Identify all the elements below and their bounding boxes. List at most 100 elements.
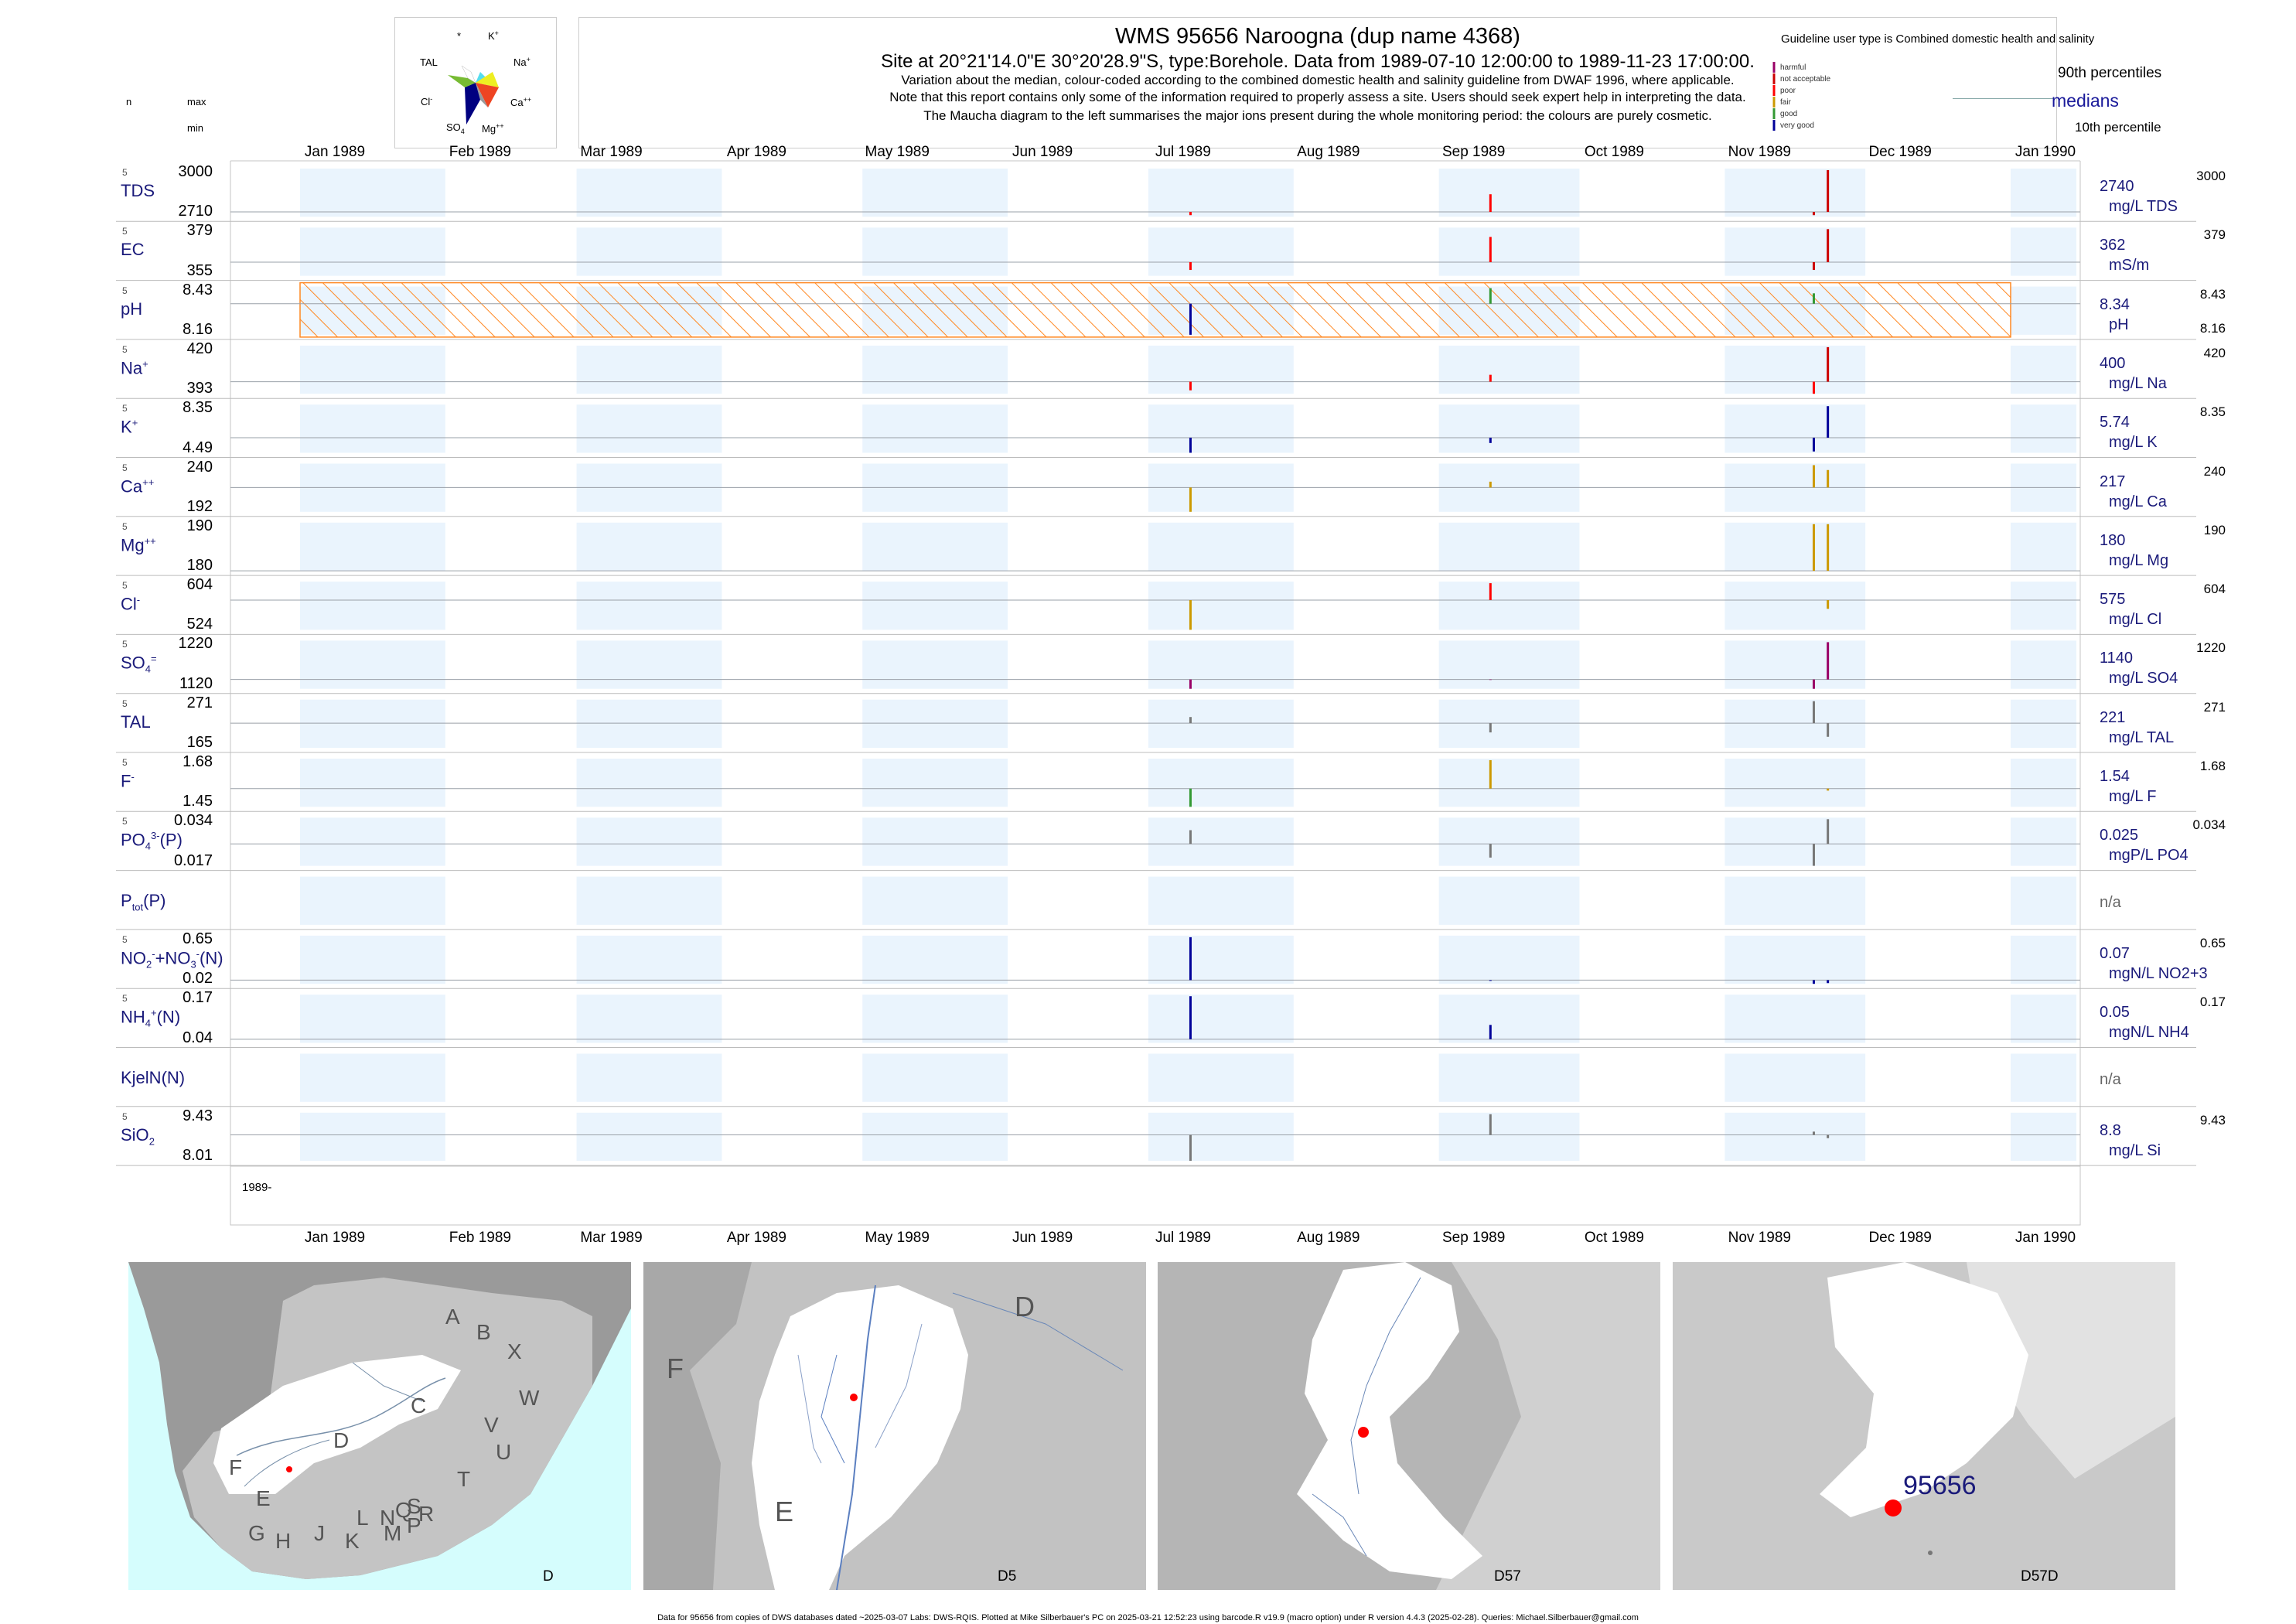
month-band (1725, 227, 1866, 276)
site-description: Site at 20°21'14.0"E 30°20'28.9"S, type:… (881, 51, 1755, 72)
note-line-2: Note that this report contains only some… (889, 90, 1746, 104)
month-band (2011, 640, 2076, 689)
maucha-mg-segment (476, 83, 488, 107)
month-band (862, 995, 1008, 1043)
axis-band (1438, 1169, 1580, 1222)
month-band (2011, 522, 2076, 571)
param-min-nox: 0.02 (183, 970, 213, 988)
param-median-na: 400 (2100, 354, 2126, 372)
month-band (1148, 876, 1294, 925)
axis-band (300, 1169, 445, 1222)
param-na-kjel: n/a (2100, 1070, 2121, 1088)
month-band (862, 169, 1008, 217)
month-label-bottom: Sep 1989 (1441, 1230, 1506, 1246)
param-min-na: 393 (186, 380, 213, 397)
month-band (1725, 935, 1866, 984)
param-min-nh4: 0.04 (183, 1029, 213, 1046)
maucha-label-so4: SO4 (446, 121, 465, 135)
month-band (1725, 345, 1866, 394)
month-label-top: Feb 1989 (449, 144, 512, 160)
param-rmax-ph: 8.43 (2199, 286, 2226, 302)
map-site-label: 95656 (1903, 1471, 1977, 1500)
month-band (300, 935, 445, 984)
month-band (862, 345, 1008, 394)
month-band (2011, 699, 2076, 748)
month-band (576, 582, 722, 630)
month-band (862, 876, 1008, 925)
param-n-po4: 5 (122, 816, 128, 827)
param-max-ec: 379 (186, 222, 213, 240)
param-min-po4: 0.017 (173, 851, 213, 869)
month-band (576, 699, 722, 748)
maucha-label-cl: Cl- (421, 95, 432, 107)
param-rmax-po4: 0.034 (2192, 817, 2226, 833)
param-min-so4: 1120 (179, 674, 213, 692)
param-rmax-nh4: 0.17 (2199, 995, 2226, 1010)
param-max-tal: 271 (186, 694, 213, 711)
month-band (300, 169, 445, 217)
param-unit-k: mg/L K (2109, 434, 2158, 452)
month-band (1438, 345, 1580, 394)
map1-drainage-label-S: S (407, 1494, 421, 1518)
month-label-top: Nov 1989 (1728, 144, 1791, 160)
month-band (576, 345, 722, 394)
param-max-po4: 0.034 (173, 812, 213, 830)
month-band (300, 227, 445, 276)
maucha-ca-segment (476, 83, 499, 107)
map-2-id: D5 (998, 1568, 1017, 1585)
ph-guideline-band (299, 281, 2011, 338)
param-n-ec: 5 (122, 226, 128, 237)
month-band (862, 1053, 1008, 1102)
legend-p10: 10th percentile (2075, 120, 2161, 135)
month-band (300, 1112, 445, 1162)
legend-class-1: not acceptable (1780, 75, 1830, 84)
report-title: WMS 95656 Naroogna (dup name 4368) (1115, 24, 1520, 49)
param-min-sio2: 8.01 (183, 1147, 213, 1165)
param-name-tds: TDS (121, 181, 155, 200)
month-band (862, 404, 1008, 453)
month-band (1148, 227, 1294, 276)
month-label-bottom: Feb 1989 (449, 1230, 512, 1246)
param-rmax-ec: 379 (2203, 227, 2226, 243)
month-band (300, 699, 445, 748)
param-n-tds: 5 (122, 167, 128, 178)
axis-band (1725, 1169, 1866, 1222)
param-median-tal: 221 (2100, 708, 2126, 726)
param-rmax-sio2: 9.43 (2199, 1112, 2226, 1128)
month-band (576, 404, 722, 453)
month-label-bottom: Dec 1989 (1868, 1230, 1932, 1246)
map-catchment-d5: D F E D5 (643, 1262, 1146, 1590)
param-name-f: F- (121, 771, 135, 791)
param-median-tds: 2740 (2100, 178, 2134, 195)
guideline-legend: harmful not acceptable poor fair good very go… (1772, 62, 1830, 131)
map-nearby-marker (1928, 1551, 1933, 1555)
maucha-svg: * K+ Na+ Ca++ Mg++ SO4 Cl- TAL (420, 29, 531, 135)
map1-drainage-label-J: J (314, 1521, 325, 1545)
param-name-ca: Ca++ (121, 476, 155, 496)
month-band (1725, 1053, 1866, 1102)
param-rmin-ph: 8.16 (2199, 320, 2226, 336)
month-band (1438, 1112, 1580, 1162)
map1-drainage-label-M: M (384, 1521, 401, 1545)
legend-class-2: poor (1780, 87, 1796, 95)
month-band (2011, 1053, 2076, 1102)
param-name-tal: TAL (121, 711, 151, 732)
param-name-na: Na+ (121, 357, 148, 378)
month-band (1438, 404, 1580, 453)
param-unit-na: mg/L Na (2109, 374, 2167, 392)
month-label-top: Oct 1989 (1584, 144, 1645, 160)
param-min-k: 4.49 (183, 438, 213, 456)
month-band (1725, 169, 1866, 217)
param-n-sio2: 5 (122, 1111, 128, 1122)
param-median-ph: 8.34 (2100, 295, 2130, 313)
map-site-marker-d5 (850, 1394, 858, 1401)
month-band (2011, 404, 2076, 453)
month-band (1438, 699, 1580, 748)
map-3-id: D57 (1494, 1568, 1521, 1585)
param-name-ec: EC (121, 240, 145, 260)
map-site-marker-d57d (1885, 1499, 1902, 1517)
month-label-bottom: Apr 1989 (726, 1230, 786, 1246)
param-min-ca: 192 (186, 497, 213, 515)
legend-class-4: good (1780, 110, 1797, 118)
month-label-bottom: Mar 1989 (580, 1230, 643, 1246)
